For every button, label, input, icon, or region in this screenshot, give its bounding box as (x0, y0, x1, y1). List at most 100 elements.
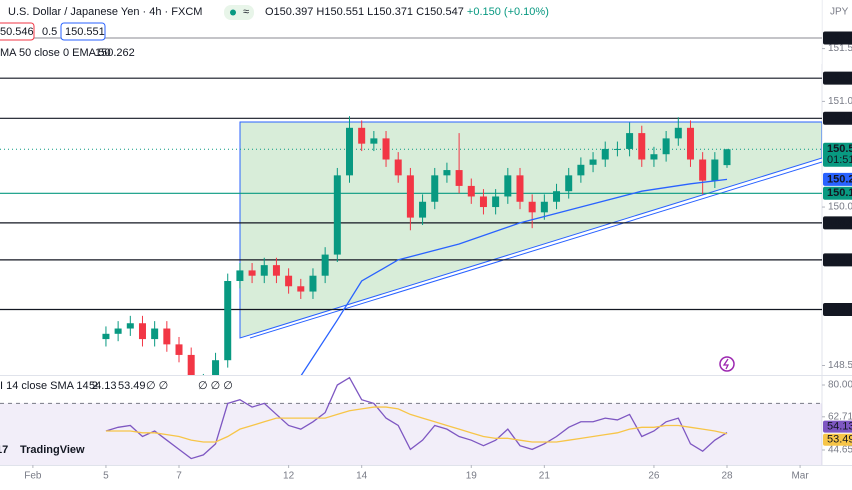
sell-button[interactable] (0, 22, 35, 41)
price-label: 150.5 (827, 143, 852, 155)
candle-body (613, 148, 621, 150)
price-label: 151.6 (827, 32, 852, 44)
spread: 0.5 (42, 26, 57, 38)
candle-body (187, 354, 195, 375)
candle-body (248, 270, 256, 276)
y-tick-label: 148.5 (828, 360, 852, 371)
ohlc: O150.397 H150.551 L150.371 C150.547 +0.1… (265, 6, 549, 18)
candle-body (699, 159, 707, 181)
candle-body (650, 154, 658, 160)
value-label: 54.13 (827, 420, 852, 432)
sell-price: 50.546 (0, 26, 34, 38)
candle-body (272, 265, 280, 276)
candle-body (224, 280, 232, 361)
candle-body (297, 286, 305, 292)
buy-button[interactable] (60, 22, 106, 41)
candle-body (516, 175, 524, 202)
y-tick-label: 151.5 (828, 43, 852, 54)
candle-body (479, 196, 487, 208)
rsi-value: 54.13 (89, 380, 117, 392)
x-tick-label: 28 (721, 471, 733, 482)
main-pane (0, 37, 822, 375)
candle-body (114, 328, 122, 334)
candle-body (126, 323, 134, 329)
symbol-title: U.S. Dollar / Japanese Yen · 4h · FXCM (8, 6, 202, 18)
x-tick-label: Feb (24, 471, 42, 482)
price-label-box (823, 303, 852, 317)
status-dot (230, 9, 236, 16)
x-tick-label: Mar (791, 471, 809, 482)
candle-body (626, 133, 634, 149)
change: +0.150 (+0.10%) (467, 6, 549, 18)
candle-body (333, 175, 341, 255)
price-label: 150.8 (827, 112, 852, 124)
x-tick-label: 5 (103, 471, 109, 482)
candle-body (236, 270, 244, 281)
indicator-label: MA 50 close 0 EMA 50 (0, 47, 111, 59)
price-label-box (823, 253, 852, 267)
candle-body (309, 275, 317, 292)
x-tick-label: 19 (466, 471, 478, 482)
price-label: 151.2 (827, 72, 852, 84)
price-label-box (823, 142, 852, 167)
indicator-value: 150.262 (95, 47, 135, 59)
candle-body (431, 175, 439, 202)
candle-body (370, 138, 378, 144)
low: L150.371 (367, 6, 413, 18)
candle-body (382, 138, 390, 160)
candle-body (419, 201, 427, 218)
ema-line (300, 178, 728, 375)
x-tick-label: 21 (539, 471, 551, 482)
candle-body (394, 159, 402, 176)
rsi-empty: ∅ ∅ ∅ (198, 380, 233, 392)
event-icon[interactable] (719, 356, 735, 372)
status-icon: ≈ (243, 6, 249, 18)
trend-line (249, 161, 822, 339)
close: C150.547 (416, 6, 464, 18)
price-label-box (823, 216, 852, 230)
value-label-box (823, 420, 852, 433)
market-status[interactable] (224, 5, 254, 20)
candle-body (528, 201, 536, 213)
candle-body (346, 127, 354, 176)
candle-body (358, 127, 366, 144)
candle-body (553, 191, 561, 202)
candle-body (662, 138, 670, 155)
candle-body (406, 175, 414, 218)
rsi-sma-value: 53.49 (118, 380, 146, 392)
rsi-line (105, 406, 728, 443)
rsi-line (105, 376, 728, 460)
price-label-box (823, 172, 852, 186)
y-tick-label: 151.0 (828, 96, 852, 107)
candle-body (443, 170, 451, 176)
candle-body (151, 328, 159, 340)
y-tick-label: 44.65 (828, 445, 852, 456)
candle-body (321, 254, 329, 276)
candle-body (175, 344, 183, 355)
price-label-box (823, 71, 852, 85)
candle-body (577, 164, 585, 176)
triangle-drawing (239, 121, 822, 339)
price-label-box (823, 31, 852, 45)
value-label: 53.49 (827, 434, 852, 446)
candle-body (540, 201, 548, 213)
candle-body (285, 275, 293, 287)
rsi-pane (0, 376, 822, 465)
price-label: 149.8 (827, 217, 852, 229)
logo: TradingView (20, 444, 85, 456)
candle-body (638, 133, 646, 160)
logo-mark: 17 (0, 444, 8, 456)
candle-body (723, 149, 731, 166)
price-label: 149.0 (827, 303, 852, 315)
price-label-box (823, 111, 852, 125)
header-bg (0, 0, 822, 64)
x-tick-label: 12 (283, 471, 295, 482)
candle-body (138, 323, 146, 340)
y-tick-label: 80.00 (828, 380, 852, 391)
open: O150.397 (265, 6, 313, 18)
candle-body (260, 265, 268, 276)
price-label: 150.1 (827, 187, 852, 199)
price-label: 149.5 (827, 254, 852, 266)
price-label-box (823, 186, 852, 200)
